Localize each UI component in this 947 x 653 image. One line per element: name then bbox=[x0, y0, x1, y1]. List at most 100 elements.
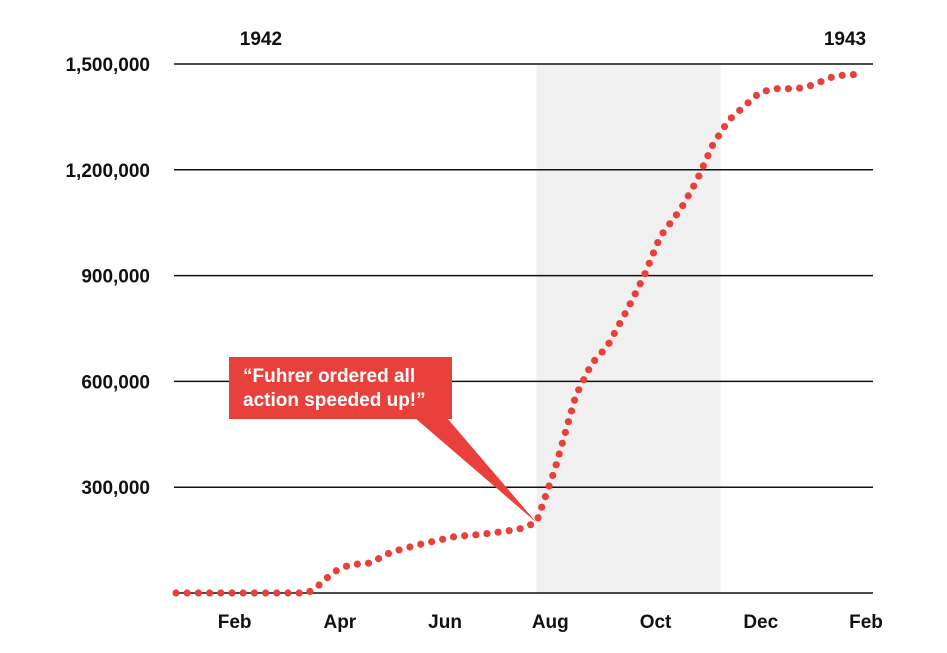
series-dot bbox=[183, 589, 191, 597]
series-dot bbox=[295, 589, 303, 597]
series-dot bbox=[461, 532, 469, 540]
series-dot bbox=[561, 428, 569, 437]
series-dot bbox=[690, 182, 698, 190]
series-dot bbox=[332, 567, 340, 575]
series-dot bbox=[784, 85, 793, 93]
series-dot bbox=[704, 152, 712, 160]
series-dot bbox=[558, 439, 566, 447]
series-dot bbox=[736, 106, 744, 114]
y-tick-label: 1,500,000 bbox=[65, 55, 150, 76]
series-dot bbox=[773, 85, 781, 93]
series-dot bbox=[591, 356, 599, 364]
year-label: 1942 bbox=[240, 29, 282, 50]
x-tick-label: Feb bbox=[218, 612, 252, 633]
x-tick-label: Feb bbox=[849, 612, 883, 633]
series-dot bbox=[228, 589, 236, 597]
series-dot bbox=[631, 290, 639, 298]
series-dot bbox=[395, 546, 403, 554]
y-tick-label: 300,000 bbox=[81, 478, 150, 499]
series-dot bbox=[417, 540, 425, 548]
y-tick-label: 1,200,000 bbox=[65, 161, 150, 182]
series-dot bbox=[795, 84, 804, 92]
series-dot bbox=[364, 559, 373, 567]
series-dot bbox=[494, 528, 502, 536]
series-dot bbox=[516, 525, 524, 533]
series-dot bbox=[555, 450, 563, 458]
series-dot bbox=[714, 132, 723, 140]
series-dot bbox=[727, 114, 735, 122]
series-dot bbox=[744, 99, 752, 107]
series-dot bbox=[616, 319, 624, 328]
series-dot bbox=[684, 192, 692, 200]
series-dot bbox=[527, 521, 535, 529]
series-dot bbox=[250, 589, 258, 597]
series-dot bbox=[549, 471, 557, 480]
series-dot bbox=[598, 348, 606, 356]
series-dot bbox=[315, 581, 323, 589]
series-dot bbox=[827, 73, 835, 81]
series-dot bbox=[708, 141, 717, 150]
series-dot bbox=[575, 386, 583, 394]
series-dot bbox=[626, 300, 634, 308]
series-dot bbox=[672, 211, 681, 219]
x-tick-label: Aug bbox=[532, 612, 569, 633]
series-dot bbox=[552, 461, 560, 469]
series-dot bbox=[641, 270, 649, 278]
series-dot bbox=[545, 482, 553, 490]
series-dot bbox=[679, 202, 687, 210]
x-tick-label: Jun bbox=[428, 612, 462, 633]
series-dot bbox=[374, 555, 383, 563]
annotation-callout: “Fuhrer ordered all action speeded up!” bbox=[229, 357, 452, 419]
series-dot bbox=[605, 339, 613, 347]
series-dot bbox=[323, 573, 332, 582]
series-dot bbox=[567, 407, 576, 415]
series-dot bbox=[262, 589, 270, 597]
series-dot bbox=[538, 503, 546, 511]
series-dot bbox=[610, 329, 618, 338]
y-axis-tick-labels: 1,500,000 1,200,000 900,000 600,000 300,000 bbox=[65, 55, 150, 499]
series-dots bbox=[172, 70, 857, 597]
x-tick-label: Oct bbox=[640, 612, 672, 633]
y-tick-label: 600,000 bbox=[81, 372, 150, 393]
series-dot bbox=[849, 70, 857, 79]
series-dot bbox=[342, 562, 351, 570]
series-dot bbox=[564, 418, 573, 426]
series-dot bbox=[206, 589, 214, 597]
series-dot bbox=[752, 91, 761, 100]
series-dot bbox=[806, 82, 815, 90]
series-dot bbox=[534, 514, 542, 522]
series-dot bbox=[483, 529, 491, 538]
series-dot bbox=[194, 589, 202, 597]
series-dot bbox=[817, 78, 825, 86]
series-dot bbox=[645, 259, 653, 267]
y-tick-label: 900,000 bbox=[81, 267, 150, 288]
series-dot bbox=[699, 162, 707, 170]
x-axis-tick-labels: Feb Apr Jun Aug Oct Dec Feb bbox=[218, 612, 883, 633]
series-dot bbox=[284, 589, 292, 597]
series-dot bbox=[649, 249, 658, 257]
series-dot bbox=[666, 220, 674, 228]
annotation-line-1: “Fuhrer ordered all bbox=[243, 366, 416, 387]
series-dot bbox=[384, 549, 393, 558]
series-dot bbox=[720, 122, 729, 131]
series-dot bbox=[580, 376, 588, 384]
series-dot bbox=[472, 531, 480, 539]
year-label: 1943 bbox=[824, 29, 866, 50]
series-dot bbox=[762, 87, 770, 95]
series-dot bbox=[541, 493, 550, 501]
series-dot bbox=[654, 238, 662, 247]
series-dot bbox=[505, 527, 513, 535]
series-dot bbox=[695, 172, 703, 180]
annotation-line-2: action speeded up!” bbox=[243, 390, 426, 411]
series-dot bbox=[353, 560, 361, 568]
annotation-pointer bbox=[415, 418, 537, 523]
x-tick-label: Dec bbox=[743, 612, 778, 633]
series-dot bbox=[306, 587, 314, 596]
series-dot bbox=[838, 71, 846, 79]
series-dot bbox=[659, 229, 667, 237]
gridlines bbox=[174, 63, 873, 594]
series-dot bbox=[239, 589, 247, 597]
series-dot bbox=[585, 366, 593, 374]
series-dot bbox=[428, 538, 436, 546]
